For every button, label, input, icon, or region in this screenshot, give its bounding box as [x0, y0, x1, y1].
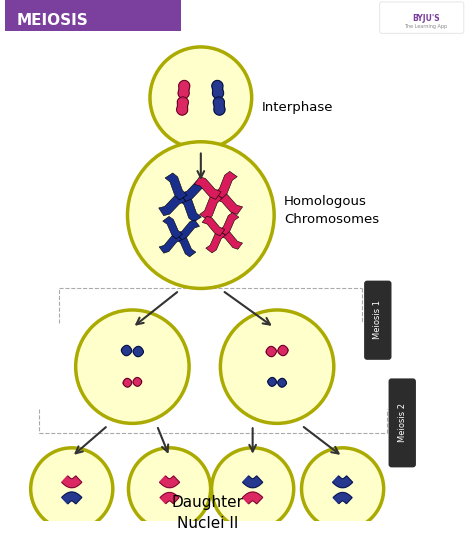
Polygon shape	[181, 179, 208, 201]
Bar	[5, 0, 181, 31]
Text: MEIOSIS: MEIOSIS	[17, 13, 89, 28]
Polygon shape	[177, 220, 200, 240]
Polygon shape	[178, 80, 190, 99]
Circle shape	[76, 310, 189, 423]
Polygon shape	[278, 378, 286, 387]
Polygon shape	[200, 193, 222, 220]
Polygon shape	[62, 492, 82, 504]
Polygon shape	[215, 172, 237, 198]
Polygon shape	[216, 192, 243, 214]
Polygon shape	[206, 230, 226, 253]
Polygon shape	[62, 476, 82, 488]
Polygon shape	[133, 377, 142, 386]
Circle shape	[220, 310, 334, 423]
Circle shape	[150, 47, 252, 149]
Circle shape	[128, 448, 210, 530]
FancyBboxPatch shape	[380, 2, 464, 33]
Text: Interphase: Interphase	[262, 101, 333, 114]
Circle shape	[301, 448, 383, 530]
Polygon shape	[159, 476, 180, 488]
FancyBboxPatch shape	[389, 378, 416, 467]
Polygon shape	[213, 97, 225, 115]
Polygon shape	[220, 230, 243, 249]
Text: BYJU'S: BYJU'S	[412, 14, 439, 23]
Text: The Learning App: The Learning App	[404, 24, 447, 29]
Polygon shape	[179, 195, 201, 222]
Polygon shape	[123, 378, 132, 387]
Polygon shape	[176, 235, 196, 257]
Text: Meiosis 2: Meiosis 2	[398, 403, 407, 442]
Polygon shape	[160, 492, 179, 504]
Polygon shape	[333, 492, 352, 504]
Polygon shape	[219, 213, 239, 235]
Polygon shape	[163, 216, 182, 239]
Polygon shape	[212, 80, 224, 99]
Polygon shape	[177, 97, 188, 115]
FancyBboxPatch shape	[364, 281, 392, 360]
Polygon shape	[202, 216, 225, 236]
Circle shape	[128, 142, 274, 288]
Polygon shape	[165, 173, 187, 200]
Circle shape	[31, 448, 113, 530]
Polygon shape	[121, 345, 132, 356]
Polygon shape	[266, 346, 276, 357]
Text: Meiosis 1: Meiosis 1	[374, 300, 383, 339]
Polygon shape	[159, 193, 186, 216]
Polygon shape	[278, 345, 288, 356]
Polygon shape	[243, 476, 263, 488]
Polygon shape	[333, 476, 353, 488]
Polygon shape	[133, 346, 143, 357]
Polygon shape	[268, 377, 276, 386]
Text: Daughter
Nuclei II: Daughter Nuclei II	[172, 495, 244, 531]
Polygon shape	[243, 492, 263, 504]
Text: Homologous
Chromosomes: Homologous Chromosomes	[284, 195, 379, 225]
Circle shape	[211, 448, 294, 530]
Polygon shape	[159, 233, 182, 253]
Polygon shape	[194, 177, 221, 199]
